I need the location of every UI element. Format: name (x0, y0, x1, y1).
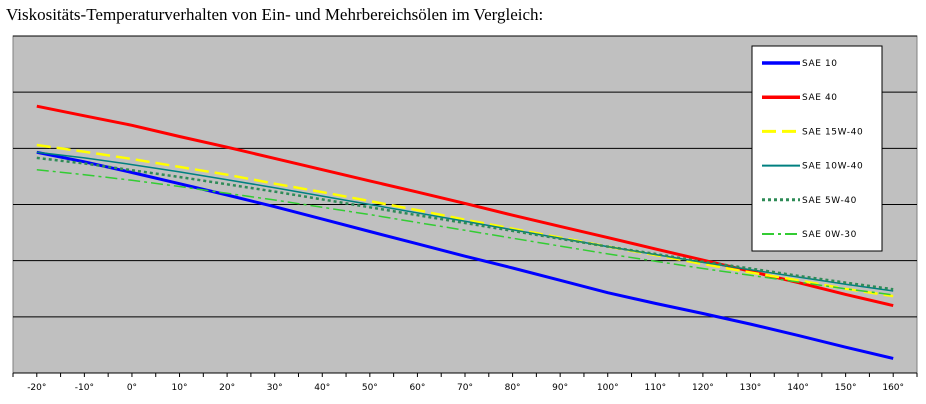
x-tick-label: 50° (362, 383, 378, 393)
chart-title: Viskositäts-Temperaturverhalten von Ein-… (6, 5, 544, 24)
x-tick-label: 40° (314, 383, 330, 393)
x-tick-label: 110° (644, 383, 666, 393)
x-tick-label: 160° (882, 383, 904, 393)
x-tick-label: 70° (457, 383, 473, 393)
legend-label: SAE 5W-40 (802, 196, 857, 206)
x-tick-label: -10° (75, 383, 94, 393)
legend-label: SAE 10 (802, 59, 838, 69)
series-line-sae-10 (36, 150, 894, 360)
x-tick-label: 20° (219, 383, 235, 393)
x-tick-label: -20° (27, 383, 46, 393)
x-tick-label: 120° (692, 383, 714, 393)
legend-label: SAE 15W-40 (802, 127, 863, 137)
legend-label: SAE 10W-40 (802, 162, 863, 172)
legend-label: SAE 40 (802, 93, 838, 103)
x-tick-label: 150° (835, 383, 857, 393)
x-tick-label: 10° (172, 383, 188, 393)
x-tick-label: 140° (787, 383, 809, 393)
series-line-sae-0w-30 (36, 168, 894, 296)
x-tick-label: 60° (409, 383, 425, 393)
x-tick-label: 30° (267, 383, 283, 393)
series-line-sae-15w-40 (36, 143, 894, 298)
legend-label: SAE 0W-30 (802, 230, 857, 240)
x-tick-label: 130° (740, 383, 762, 393)
series-line-sae-5w-40 (36, 156, 894, 291)
legend-box (751, 45, 883, 252)
x-tick-label: 90° (552, 383, 568, 393)
x-tick-label: 100° (597, 383, 619, 393)
x-tick-label: 0° (127, 383, 137, 393)
x-tick-label: 80° (505, 383, 521, 393)
